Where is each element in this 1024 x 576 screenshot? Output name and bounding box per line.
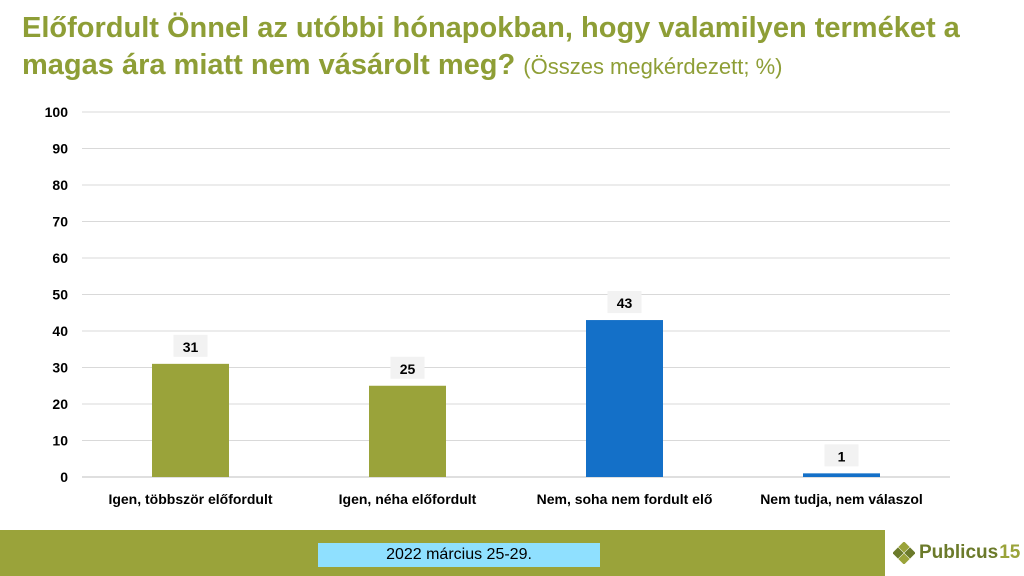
bar	[803, 473, 880, 477]
y-tick-label: 80	[52, 177, 68, 193]
y-tick-label: 100	[45, 104, 69, 120]
x-tick-label: Igen, néha előfordult	[339, 491, 477, 507]
data-label-box	[390, 356, 425, 379]
bar	[369, 385, 446, 477]
survey-date: 2022 március 25-29.	[318, 543, 600, 567]
y-tick-label: 60	[52, 250, 68, 266]
x-tick-label: Igen, többször előfordult	[108, 491, 272, 507]
y-tick-label: 90	[52, 141, 68, 157]
publicus-diamond-icon	[893, 542, 915, 564]
chart-title-main: Előfordult Önnel az utóbbi hónapokban, h…	[22, 12, 960, 81]
data-label-box	[607, 291, 642, 314]
x-tick-label: Nem tudja, nem válaszol	[760, 491, 923, 507]
publicus-logo: Publicus 15	[893, 538, 1020, 568]
data-label: 31	[183, 339, 199, 355]
chart-title-subtitle: (Összes megkérdezett; %)	[523, 54, 783, 79]
logo-number: 15	[999, 542, 1021, 563]
bar	[152, 363, 229, 477]
x-tick-label: Nem, soha nem fordult elő	[537, 491, 713, 507]
bar	[586, 320, 663, 477]
bar-chart: 0 10 20 30 40 50 60 70 80 90 100 31 Igen, többször e…	[45, 104, 950, 507]
y-tick-label: 30	[52, 360, 68, 376]
y-tick-label: 0	[60, 469, 68, 485]
chart-title: Előfordult Önnel az utóbbi hónapokban, h…	[22, 10, 1012, 85]
data-label-box	[173, 334, 208, 357]
data-label: 25	[400, 361, 416, 377]
y-tick-label: 10	[52, 433, 68, 449]
data-label: 43	[617, 295, 633, 311]
y-tick-label: 50	[52, 287, 68, 303]
data-label-box	[824, 444, 859, 467]
logo-text: Publicus	[919, 542, 999, 563]
y-tick-label: 70	[52, 214, 68, 230]
y-tick-label: 20	[52, 396, 68, 412]
y-tick-label: 40	[52, 323, 68, 339]
data-label: 1	[838, 448, 846, 464]
